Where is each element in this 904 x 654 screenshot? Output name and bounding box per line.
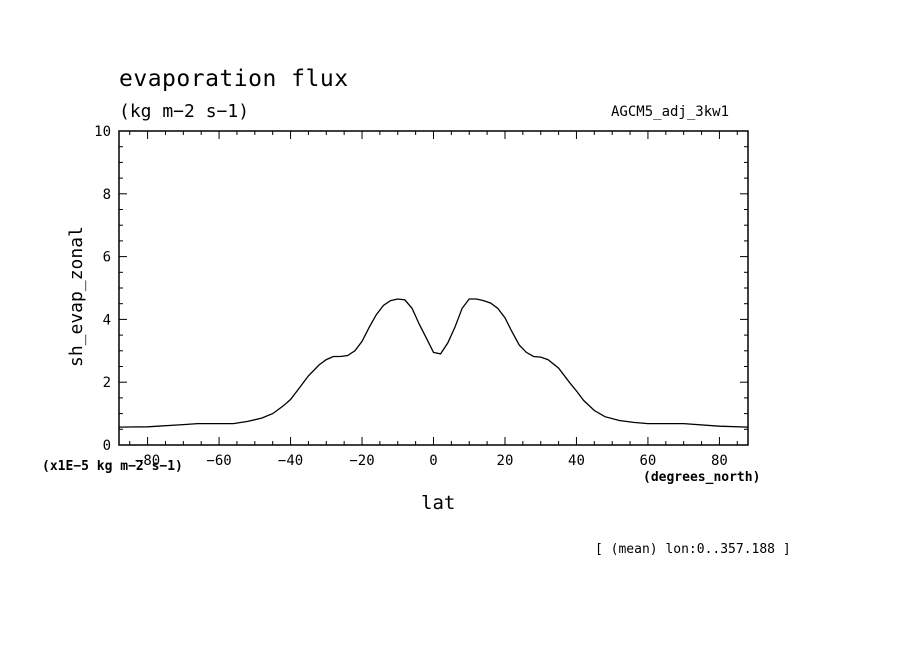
x-tick-label: −40: [278, 453, 303, 469]
y-tick-label: 8: [103, 187, 111, 203]
series-line: [118, 298, 749, 428]
x-axis-unit: (degrees_north): [643, 470, 761, 485]
x-tick-label: 20: [497, 453, 514, 469]
plot-frame: [118, 130, 749, 446]
x-tick-label: −80: [135, 453, 160, 469]
y-tick-label: 6: [103, 250, 111, 266]
y-scale-note: (x1E−5 kg m−2 s−1): [42, 459, 183, 474]
run-name: AGCM5_adj_3kw1: [611, 104, 730, 120]
y-tick-label: 4: [103, 312, 111, 328]
chart-title: evaporation flux: [119, 66, 349, 92]
averaging-note: [ (mean) lon:0..357.188 ]: [595, 542, 791, 557]
y-tick-label: 0: [103, 438, 111, 454]
y-tick-label: 10: [94, 124, 111, 140]
y-axis-label: sh_evap_zonal: [66, 226, 87, 367]
x-tick-label: 60: [640, 453, 657, 469]
y-tick-label: 2: [103, 375, 111, 391]
x-tick-label: 80: [711, 453, 728, 469]
x-tick-label: −60: [206, 453, 231, 469]
x-tick-label: 0: [429, 453, 437, 469]
x-axis-label: lat: [421, 492, 456, 514]
x-tick-label: 40: [568, 453, 585, 469]
x-tick-label: −20: [349, 453, 374, 469]
chart-units: (kg m−2 s−1): [119, 101, 250, 122]
